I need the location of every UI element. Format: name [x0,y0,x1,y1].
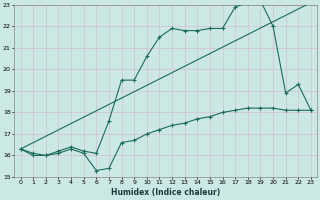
X-axis label: Humidex (Indice chaleur): Humidex (Indice chaleur) [111,188,220,197]
